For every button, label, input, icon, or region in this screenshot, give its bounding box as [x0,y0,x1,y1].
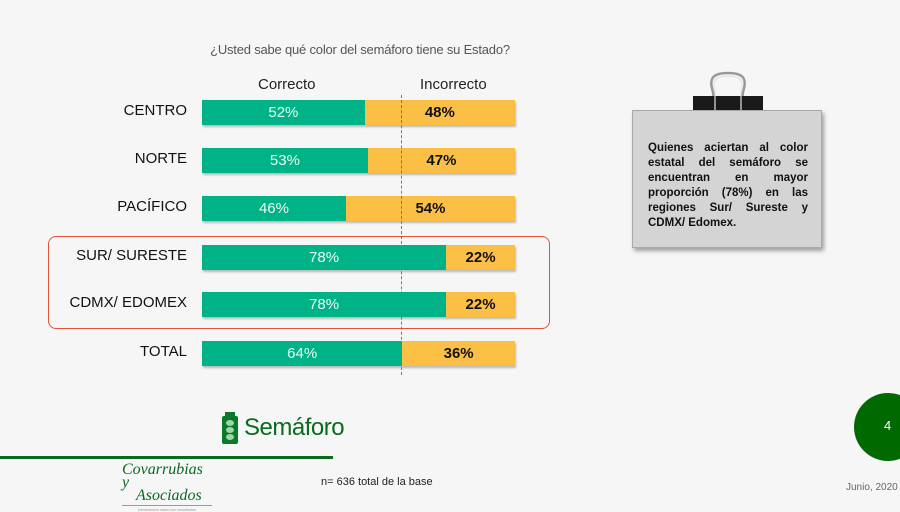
stacked-bar: 53% 47% [202,148,515,173]
stacked-bar: 52% 48% [202,100,515,125]
reference-dashed-line [401,95,402,375]
date-label: Junio, 2020 [846,482,898,493]
bar-segment-correct: 78% [202,292,447,317]
question-title: ¿Usted sabe qué color del semáforo tiene… [210,42,510,57]
section-label: Semáforo [222,412,345,444]
logo-text-line2: Asociados [136,487,202,504]
stacked-bar: 78% 22% [202,245,515,270]
bar-segment-correct: 53% [202,148,368,173]
bar-segment-incorrect: 36% [402,341,515,366]
row-label: CENTRO [123,102,187,119]
bar-segment-incorrect: 54% [345,196,515,221]
note-card: Quienes aciertan al color estatal del se… [632,110,822,248]
row-label: TOTAL [140,343,187,360]
logo-text-line1: Covarrubias y [122,461,203,491]
row-label: PACÍFICO [117,198,187,215]
bar-segment-incorrect: 48% [364,100,515,125]
company-logo: Covarrubias y Asociados Información clar… [122,461,212,512]
bar-segment-incorrect: 22% [446,292,515,317]
section-label-text: Semáforo [244,414,345,441]
bar-segment-incorrect: 47% [367,148,515,173]
row-label: SUR/ SURESTE [76,247,187,264]
base-note: n= 636 total de la base [321,476,433,488]
stacked-bar: 46% 54% [202,196,515,221]
logo-tagline: Información clara con resultados [138,507,196,512]
column-header-correct: Correcto [258,76,316,93]
stacked-bar: 78% 22% [202,292,515,317]
traffic-light-icon [222,412,238,444]
green-rule-divider [0,456,333,459]
highlight-box [48,236,550,329]
column-header-incorrect: Incorrecto [420,76,487,93]
bar-segment-correct: 64% [202,341,403,366]
bar-segment-correct: 78% [202,245,447,270]
bar-segment-incorrect: 22% [446,245,515,270]
row-label: CDMX/ EDOMEX [69,294,187,311]
page-number-badge [854,393,900,461]
note-text: Quienes aciertan al color estatal del se… [648,142,808,229]
page-number: 4 [884,418,892,433]
bar-segment-correct: 46% [202,196,346,221]
stacked-bar: 64% 36% [202,341,515,366]
row-label: NORTE [134,150,187,167]
bar-segment-correct: 52% [202,100,365,125]
